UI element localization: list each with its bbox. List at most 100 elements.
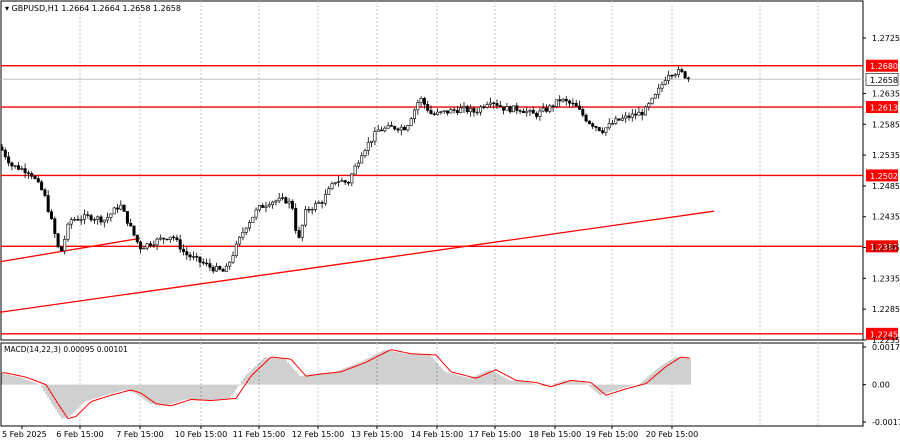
candle-body xyxy=(663,80,667,85)
candle-body xyxy=(264,205,268,208)
candle-body xyxy=(185,251,189,256)
candle-body xyxy=(231,255,235,263)
y-tick-label: 1.2725 xyxy=(872,34,900,43)
current-price-tag xyxy=(865,72,899,86)
candle-body xyxy=(254,209,258,218)
candle-body xyxy=(495,103,499,106)
candle-body xyxy=(508,106,512,113)
y-tick-label: 1.2585 xyxy=(872,120,900,129)
candle-body xyxy=(498,105,502,107)
candle-body xyxy=(310,208,314,211)
candle-body xyxy=(620,117,624,121)
macd-y-tick-label: -0.00176 xyxy=(872,418,900,427)
x-tick-label: 14 Feb 15:00 xyxy=(411,430,463,439)
candle-body xyxy=(379,129,383,132)
candle-body xyxy=(478,106,482,113)
candle-body xyxy=(122,204,126,212)
level-tag-label: 1.2502 xyxy=(870,172,898,181)
candle-body xyxy=(630,113,634,118)
candle-body xyxy=(439,111,443,113)
macd-y-tick-label: 0.00 xyxy=(872,381,890,390)
candle-body xyxy=(538,110,542,117)
chart-symbol-indicator-icon: ▾ xyxy=(5,4,12,13)
candle-body xyxy=(323,194,327,204)
candle-body xyxy=(445,110,449,114)
y-tick-label: 1.2385 xyxy=(872,244,900,253)
candle-body xyxy=(455,110,459,114)
candle-body xyxy=(670,75,674,77)
candle-body xyxy=(211,266,215,272)
candle-body xyxy=(485,104,489,108)
candle-body xyxy=(320,202,324,204)
candle-body xyxy=(591,123,595,127)
candle-body xyxy=(396,128,400,131)
candle-body xyxy=(112,207,116,215)
candle-body xyxy=(145,243,149,249)
candle-body xyxy=(614,118,618,124)
macd-y-tick-label: 0.00177 xyxy=(872,343,900,352)
candle-body xyxy=(412,109,416,120)
y-tick-label: 1.2335 xyxy=(872,274,900,283)
candle-body xyxy=(660,84,664,89)
y-tick-label: 1.2235 xyxy=(872,336,900,345)
candle-body xyxy=(667,75,671,81)
candle-body xyxy=(251,216,255,223)
candle-body xyxy=(135,234,139,243)
candle-body xyxy=(162,237,166,240)
level-lines: 1.2680 1.2613 1.2502 1.2387 1.2245 xyxy=(1,59,898,340)
candle-body xyxy=(16,165,20,170)
candle-body xyxy=(142,247,146,250)
candle-body xyxy=(195,256,199,258)
x-tick-label: 17 Feb 15:00 xyxy=(469,430,521,439)
candle-body xyxy=(337,181,341,183)
grid-lines xyxy=(1,1,863,426)
candle-body xyxy=(139,241,143,250)
candle-body xyxy=(399,126,403,131)
candle-body xyxy=(297,230,301,238)
candle-body xyxy=(624,115,628,119)
candle-body xyxy=(449,109,453,114)
candle-body xyxy=(26,172,30,174)
candle-body xyxy=(76,219,80,221)
y-tick-label: 1.2285 xyxy=(872,305,900,314)
x-tick-label: 11 Feb 15:00 xyxy=(233,430,285,439)
candle-body xyxy=(673,74,677,77)
candle-body xyxy=(683,71,687,79)
candle-body xyxy=(610,123,614,125)
candle-body xyxy=(330,183,334,190)
ohlc-values: 1.2664 1.2664 1.2658 1.2658 xyxy=(61,4,181,13)
candle-body xyxy=(300,224,304,238)
x-tick-label: 5 Feb 2025 xyxy=(2,430,47,439)
candle-body xyxy=(198,256,202,263)
candle-body xyxy=(360,155,364,164)
level-tag xyxy=(866,59,898,72)
candle-body xyxy=(637,111,641,116)
candle-body xyxy=(340,180,344,182)
candle-body xyxy=(452,109,456,111)
candle-body xyxy=(63,238,67,252)
current-price-label: 1.2658 xyxy=(870,76,898,85)
candle-body xyxy=(554,99,558,107)
candle-body xyxy=(511,105,515,113)
candle-body xyxy=(353,165,357,175)
price-axis: 1.2725 1.2635 1.2585 1.2535 1.2485 1.2435 1.23… xyxy=(863,34,900,427)
time-axis: 5 Feb 2025 6 Feb 15:00 7 Feb 15:00 10 Feb 1… xyxy=(2,426,698,439)
candle-body xyxy=(178,239,182,250)
candle-body xyxy=(558,99,562,102)
candle-body xyxy=(587,120,591,125)
symbol-label: ▾ GBPUSD,H1 1.2664 1.2664 1.2658 1.2658 xyxy=(5,4,181,13)
candle-body xyxy=(363,150,367,157)
candle-body xyxy=(109,213,113,218)
candle-body xyxy=(43,189,47,196)
candle-body xyxy=(561,98,565,102)
candle-body xyxy=(515,105,519,111)
candle-body xyxy=(535,113,539,117)
level-tag xyxy=(866,327,898,340)
candle-body xyxy=(551,105,555,107)
candle-body xyxy=(676,69,680,76)
candle-body xyxy=(30,173,34,177)
candle-body xyxy=(49,211,53,220)
candle-body xyxy=(502,106,506,111)
candle-body xyxy=(248,222,252,229)
candle-body xyxy=(106,217,110,221)
